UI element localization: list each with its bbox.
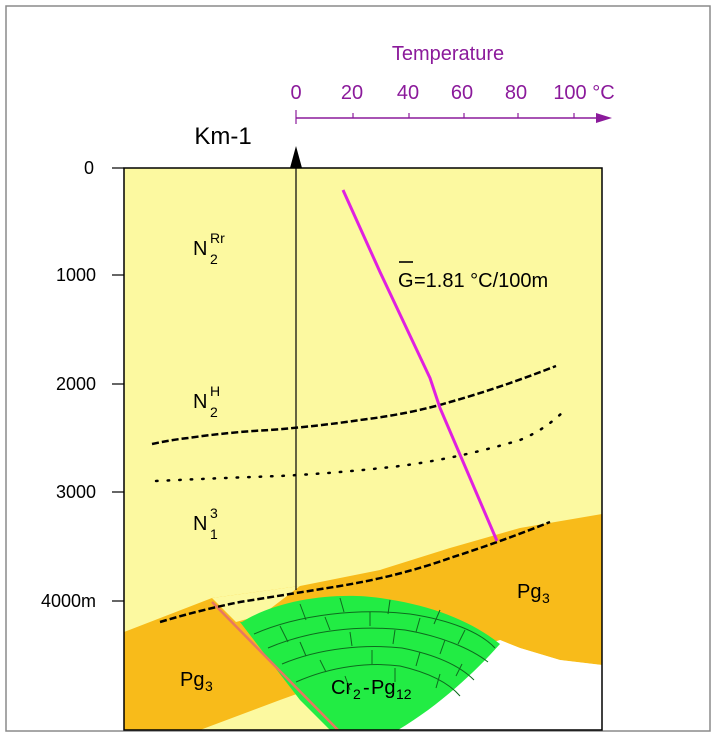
gradient-symbol: G: [398, 270, 414, 292]
unit-cr-base: Cr: [331, 677, 352, 699]
formation-labels: N 2 Rr N 2 H N 1 3: [193, 230, 225, 542]
gradient-value: =1.81 °C/100m: [414, 270, 548, 292]
unit-cr-dash: -: [363, 677, 370, 699]
formation-n1-3-sub: 1: [210, 526, 218, 542]
temp-tick-20: 20: [341, 82, 363, 104]
temperature-axis: Temperature 0 20 40 60 80 100 °C: [290, 43, 615, 124]
depth-axis: 0 1000 2000 3000 4000m: [41, 158, 124, 611]
unit-cr-pg: Cr 2 - Pg 12: [331, 677, 412, 702]
temp-tick-40: 40: [397, 82, 419, 104]
temp-tick-80: 80: [505, 82, 527, 104]
unit-pg3-left: Pg 3: [180, 669, 213, 694]
depth-tick-1000: 1000: [56, 265, 96, 285]
unconformity-lower: [159, 520, 551, 624]
well-head-marker: [290, 146, 302, 168]
formation-n2-rr-sup: Rr: [210, 230, 225, 246]
formation-n2-h-base: N: [193, 391, 207, 413]
outer-border: [5, 5, 711, 732]
unit-pg3-left-sub: 3: [205, 678, 213, 694]
fault-line: [211, 601, 339, 730]
temperature-gradient-line: [341, 189, 499, 542]
depth-tick-2000: 2000: [56, 374, 96, 394]
formation-n2-rr: N 2 Rr: [193, 230, 225, 267]
limestone-pattern: [253, 597, 496, 697]
formation-n1-3-sup: 3: [210, 505, 218, 521]
well-name: Km-1: [194, 123, 251, 150]
unit-pg3-right: Pg 3: [517, 581, 550, 606]
unit-pg3-right-base: Pg: [517, 581, 541, 603]
temp-tick-60: 60: [451, 82, 473, 104]
unit-cr-sub: 2: [353, 686, 361, 702]
unit-pg-sub: 12: [396, 686, 412, 702]
formation-n2-h-sub: 2: [210, 404, 218, 420]
formation-n2-h: N 2 H: [193, 383, 220, 420]
unit-labels: Pg 3 Pg 3 Cr 2 - Pg 12: [180, 581, 550, 702]
unit-pg3-left-base: Pg: [180, 669, 204, 691]
temp-tick-0: 0: [290, 82, 301, 104]
unit-pg-base: Pg: [371, 677, 395, 699]
depth-tick-4000: 4000m: [41, 591, 96, 611]
formation-n2-rr-base: N: [193, 238, 207, 260]
gradient-label: G =1.81 °C/100m: [398, 261, 548, 292]
formation-n2-rr-sub: 2: [210, 251, 218, 267]
temperature-axis-title: Temperature: [392, 43, 504, 65]
formation-n1-3: N 1 3: [193, 505, 218, 542]
depth-tick-3000: 3000: [56, 482, 96, 502]
depth-tick-0: 0: [84, 158, 94, 178]
unconformity-upper: [151, 364, 557, 446]
section-frame: [123, 167, 603, 731]
unit-pg3-right-sub: 3: [542, 590, 550, 606]
temp-tick-100: 100 °C: [553, 82, 614, 104]
formation-n1-3-base: N: [193, 513, 207, 535]
formation-n2-h-sup: H: [210, 383, 220, 399]
